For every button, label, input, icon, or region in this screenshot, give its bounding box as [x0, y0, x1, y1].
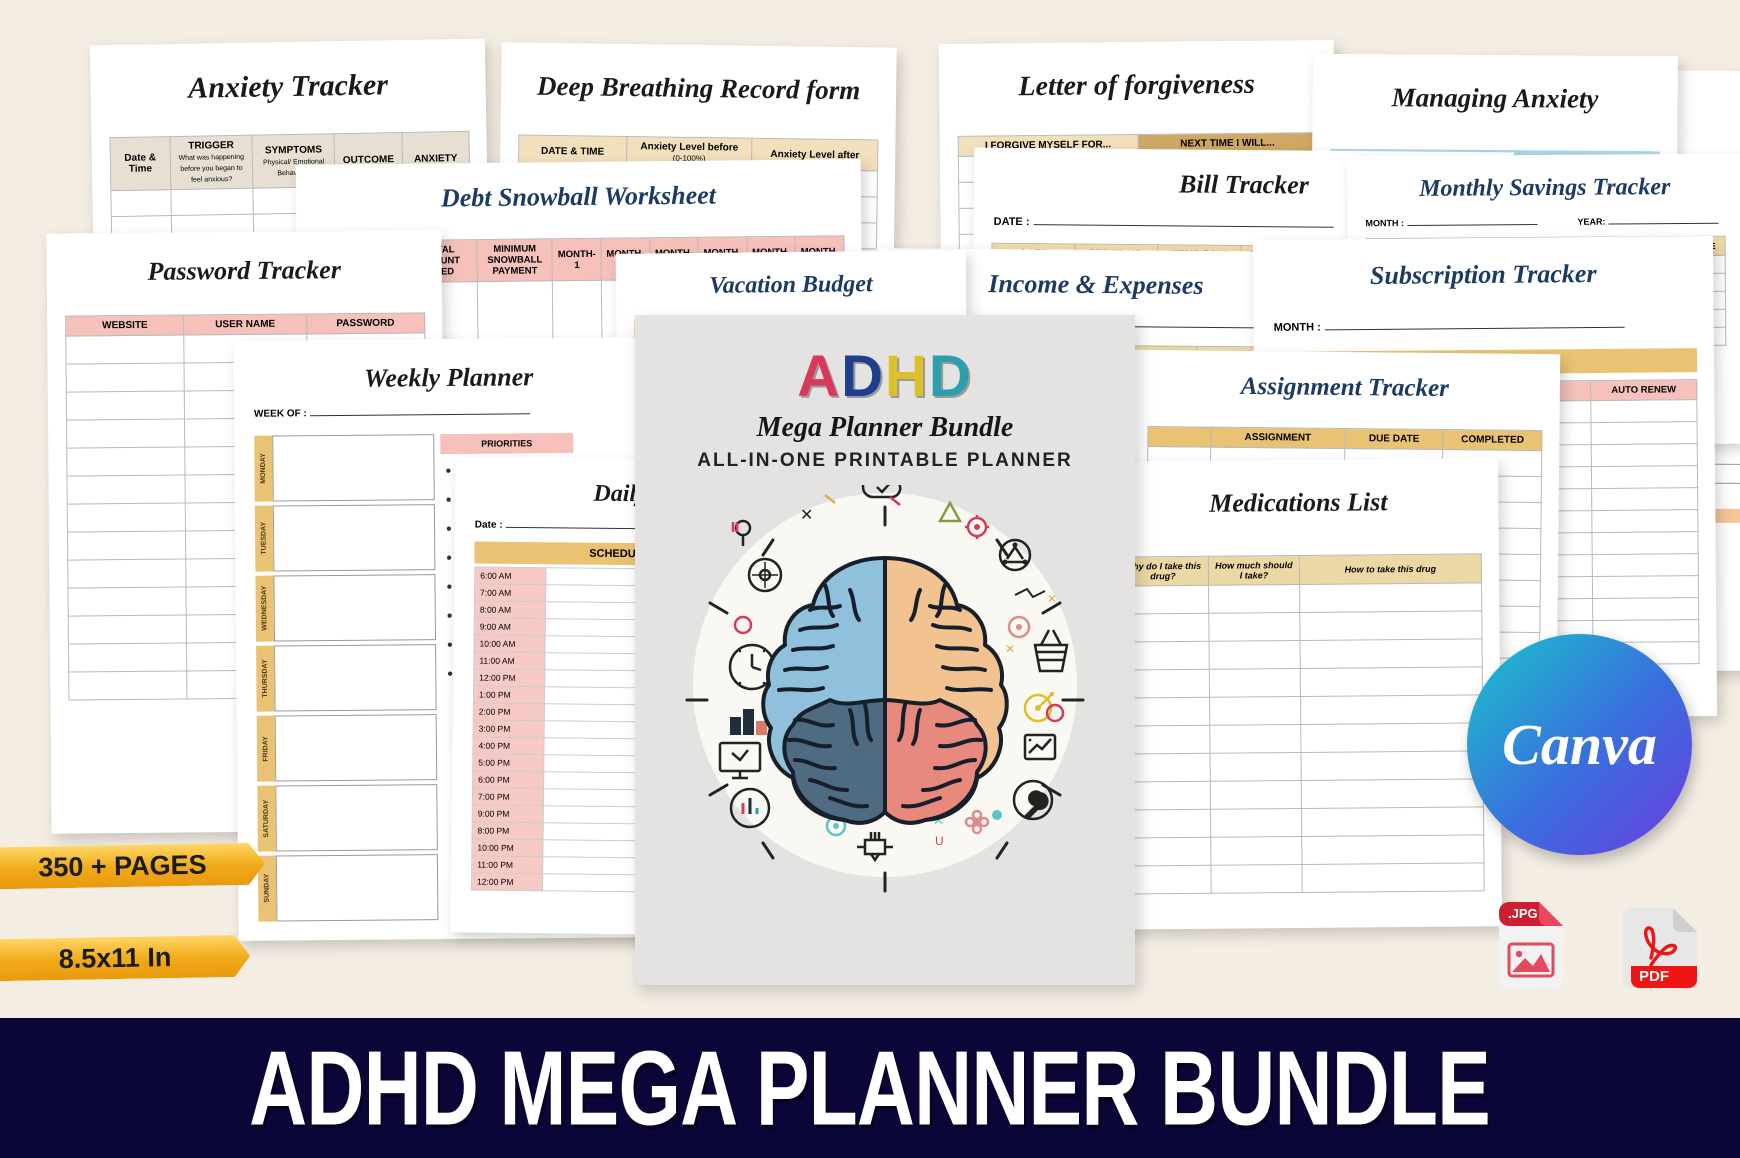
svg-text:PDF: PDF — [1639, 968, 1669, 985]
svg-text:.JPG: .JPG — [1508, 906, 1538, 921]
svg-text:✕: ✕ — [800, 507, 813, 524]
svg-text:✕: ✕ — [1047, 592, 1057, 606]
